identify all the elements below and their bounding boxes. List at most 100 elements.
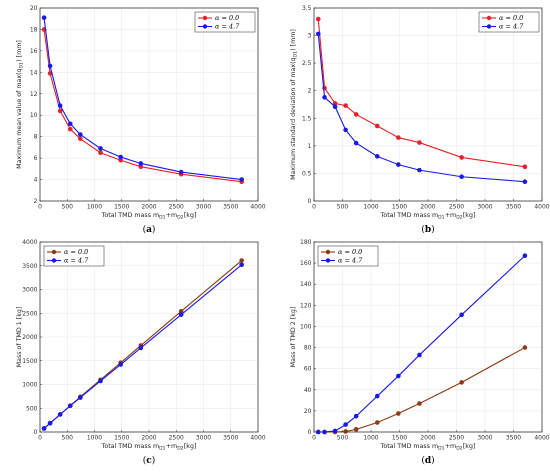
legend-swatch-marker [486,15,492,21]
data-point [67,121,73,127]
series-line-1 [43,264,242,429]
x-tick-label: 4000 [250,204,265,211]
legend-entry: α = 0.0 [215,14,239,22]
data-point [118,154,123,160]
data-point [396,162,401,167]
x-tick-label: 0 [312,204,316,211]
data-point [396,373,401,379]
y-tick-label: 0 [34,429,38,436]
y-tick-label: 500 [26,405,38,412]
data-point [417,401,422,406]
data-point [138,345,144,351]
legend-entry: α = 0.0 [499,14,523,22]
data-point [239,258,244,263]
chart-c: 0 500 1000 1500 2000 2500 3000 3500 4000 0 500 1000… [16,239,266,466]
plot-frame [313,7,543,202]
x-tick-label: 0 [312,435,316,442]
data-point [343,422,348,427]
series-line-0 [317,18,525,168]
legend-entry: α = 4.7 [499,23,524,31]
y-tick-label: 2500 [22,310,37,317]
data-point [47,63,53,69]
x-tick-label: 2000 [420,204,435,211]
data-point [57,412,63,417]
x-tick-label: 1000 [87,435,102,442]
y-tick-label: 3.5 [302,5,312,12]
panel-caption: (b) [421,224,434,235]
legend-entry: α = 0.0 [64,248,88,256]
data-point [417,167,422,173]
data-point [459,380,464,385]
data-point [332,101,338,106]
data-point [315,31,321,37]
data-point [374,393,380,399]
y-tick-label: 1500 [22,358,37,365]
chart-d: 0 500 1000 1500 2000 2500 3000 3500 4000 0 20 40 60 8… [290,239,550,466]
y-tick-label: 60 [304,366,312,373]
y-tick-label: 1000 [22,382,37,389]
y-axis-label: Maximum mean value of max(qD1 ) [mm] [16,40,25,169]
legend-entry: α = 4.7 [64,257,89,265]
x-tick-label: 3500 [506,204,521,211]
data-point [178,169,184,175]
data-point [118,362,123,367]
data-point [417,140,422,145]
x-tick-label: 2500 [169,435,184,442]
data-point [138,164,144,169]
x-tick-label: 500 [62,204,74,211]
x-tick-label: 3500 [506,435,521,442]
legend-entry: α = 0.0 [338,248,362,256]
data-point [47,420,53,426]
y-tick-label: 3 [308,33,312,40]
data-point [353,413,359,419]
data-point [343,103,348,108]
y-tick-label: 20 [304,408,312,415]
data-point [343,429,348,434]
x-tick-label: 2500 [449,204,464,211]
data-point [322,95,327,100]
data-point [417,352,422,358]
data-point [98,378,103,384]
x-tick-label: 500 [337,204,349,211]
y-tick-label: 160 [300,260,312,267]
x-tick-label: 4000 [534,204,549,211]
x-tick-label: 0 [38,435,42,442]
data-point [78,136,83,142]
data-point [332,104,338,110]
y-tick-label: 2.5 [302,60,312,67]
data-point [315,16,321,22]
data-point [332,428,338,434]
x-tick-label: 1500 [114,435,129,442]
data-point [459,312,464,318]
data-point [138,161,144,166]
y-tick-label: 6 [34,155,38,162]
x-tick-label: 2500 [169,204,184,211]
y-tick-label: 20 [30,5,38,12]
data-point [178,312,184,317]
data-point [98,146,103,151]
y-tick-label: 180 [300,239,312,246]
y-tick-label: 14 [30,69,38,76]
chart-a: 0 500 1000 1500 2000 2500 3000 3500 4000 2 4 6 8 10 12… [16,5,266,235]
data-point [396,411,401,416]
data-point [522,179,528,184]
x-tick-label: 2000 [141,435,156,442]
data-point [522,253,528,259]
data-point [374,123,380,129]
series-line-0 [43,29,242,183]
y-tick-label: 140 [300,281,312,288]
y-tick-label: 1.5 [302,115,312,122]
x-tick-label: 500 [62,435,74,442]
legend-entry: α = 4.7 [215,23,240,31]
x-tick-label: 3000 [477,435,492,442]
y-tick-label: 40 [304,387,312,394]
x-axis-label: Total TMD mass mD1 +mD2 [kg] [101,212,197,221]
y-axis-label: Maximum standard deviation of max(qD1 ) … [290,29,299,180]
y-tick-label: 3500 [22,263,37,270]
x-tick-label: 4000 [250,435,265,442]
y-axis-label: Mass of TMD 1 [kg] [16,307,23,368]
x-tick-label: 1000 [363,204,378,211]
data-point [239,262,244,268]
x-tick-label: 1500 [114,204,129,211]
x-tick-label: 500 [337,435,349,442]
